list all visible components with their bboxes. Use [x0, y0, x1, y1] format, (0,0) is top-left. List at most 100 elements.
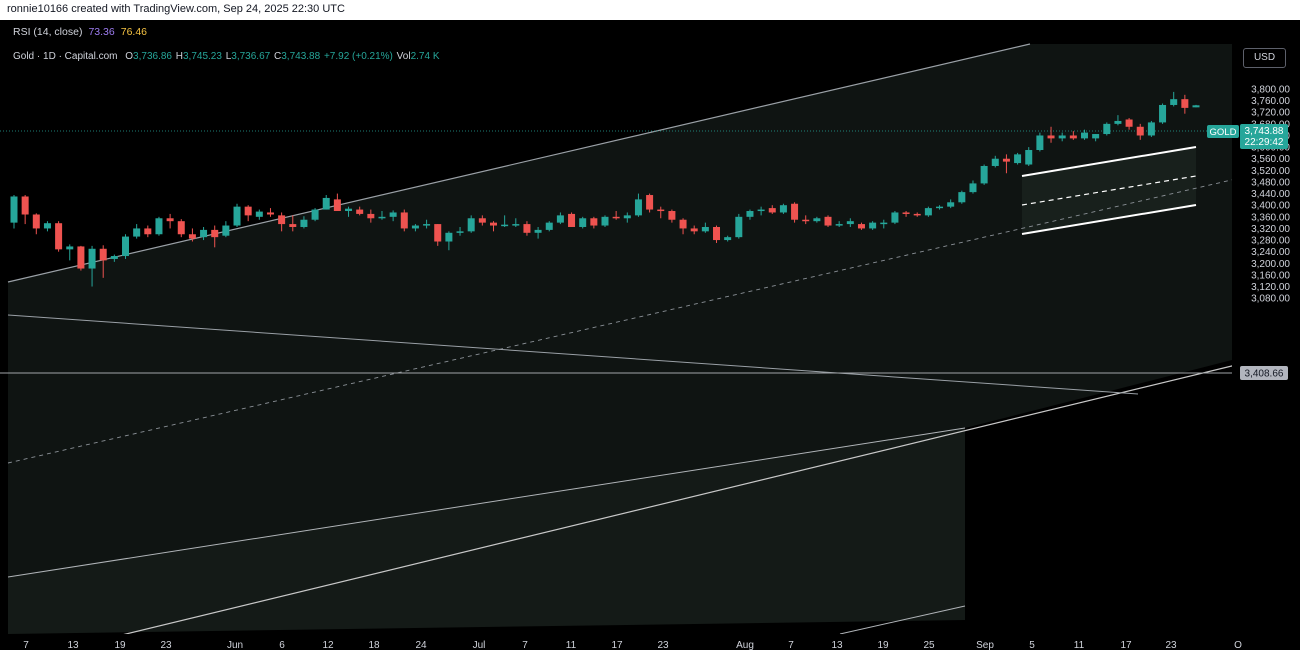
candle-body[interactable] [668, 211, 676, 220]
time-axis[interactable] [0, 634, 1300, 650]
candle-body[interactable] [679, 219, 687, 229]
candle-body[interactable] [289, 224, 297, 227]
candle-body[interactable] [913, 213, 921, 216]
candle-body[interactable] [389, 212, 397, 217]
candle-body[interactable] [701, 226, 709, 232]
candle-body[interactable] [1147, 122, 1155, 136]
candle-body[interactable] [278, 215, 286, 225]
flag-upper-line[interactable] [1021, 146, 1197, 177]
candle-body[interactable] [501, 224, 509, 227]
candle-body[interactable] [579, 218, 587, 227]
candle-body[interactable] [66, 246, 74, 250]
candle-body[interactable] [891, 212, 899, 223]
candle-body[interactable] [1025, 150, 1033, 165]
candle-body[interactable] [423, 224, 431, 226]
candle-body[interactable] [400, 212, 408, 229]
candle-body[interactable] [969, 183, 977, 193]
candle-body[interactable] [534, 229, 542, 233]
candle-body[interactable] [724, 237, 732, 241]
candle-body[interactable] [768, 208, 776, 213]
candle-body[interactable] [590, 218, 598, 226]
candle-body[interactable] [958, 192, 966, 203]
candle-body[interactable] [222, 225, 230, 236]
candle-body[interactable] [1047, 135, 1055, 139]
candle-body[interactable] [1092, 134, 1100, 139]
candle-body[interactable] [266, 212, 274, 215]
candle-body[interactable] [311, 209, 319, 220]
flag-midline[interactable] [1021, 175, 1197, 206]
candle-body[interactable] [512, 224, 520, 226]
candle-body[interactable] [936, 206, 944, 209]
candle-body[interactable] [713, 226, 721, 241]
candle-body[interactable] [188, 234, 196, 239]
candle-body[interactable] [133, 228, 141, 237]
candle-body[interactable] [322, 197, 330, 210]
candle-body[interactable] [155, 218, 163, 235]
candle-body[interactable] [802, 219, 810, 222]
candle-body[interactable] [32, 214, 40, 229]
candle-body[interactable] [824, 216, 832, 226]
candle-body[interactable] [367, 213, 375, 219]
candle-body[interactable] [177, 221, 185, 235]
candle-body[interactable] [846, 221, 854, 225]
candle-body[interactable] [255, 211, 263, 217]
candle-body[interactable] [857, 224, 865, 229]
candle-body[interactable] [612, 216, 620, 219]
candle-body[interactable] [523, 224, 531, 233]
candle-body[interactable] [345, 208, 353, 212]
candle-body[interactable] [55, 223, 63, 250]
candle-body[interactable] [10, 196, 18, 223]
currency-button[interactable]: USD [1243, 48, 1286, 68]
candle-body[interactable] [88, 248, 96, 269]
candle-body[interactable] [835, 224, 843, 226]
candle-body[interactable] [211, 229, 219, 238]
candle-body[interactable] [233, 206, 241, 226]
candle-body[interactable] [1036, 135, 1044, 151]
candle-body[interactable] [1103, 123, 1111, 135]
rsi-legend[interactable]: RSI (14, close) 73.36 76.46 [13, 26, 147, 38]
candle-body[interactable] [122, 236, 130, 257]
flag-lower-line[interactable] [1021, 204, 1197, 235]
candle-body[interactable] [434, 224, 442, 242]
candle-body[interactable] [166, 218, 174, 222]
candle-body[interactable] [991, 158, 999, 166]
candle-body[interactable] [1125, 119, 1133, 127]
candle-body[interactable] [634, 199, 642, 216]
candle-body[interactable] [1181, 99, 1189, 108]
candle-body[interactable] [1080, 132, 1088, 139]
candle-body[interactable] [568, 213, 576, 227]
candle-body[interactable] [869, 222, 877, 229]
candle-body[interactable] [1014, 154, 1022, 164]
candle-body[interactable] [657, 209, 665, 212]
candle-body[interactable] [200, 229, 208, 238]
candle-body[interactable] [489, 222, 497, 226]
candle-body[interactable] [980, 165, 988, 184]
candle-body[interactable] [445, 232, 453, 242]
candle-body[interactable] [110, 256, 118, 259]
descending-trendline[interactable] [7, 314, 1139, 395]
candle-body[interactable] [43, 223, 51, 229]
candle-body[interactable] [467, 218, 475, 232]
candle-body[interactable] [478, 218, 486, 223]
candle-body[interactable] [1002, 158, 1010, 162]
candle-body[interactable] [356, 209, 364, 214]
candle-body[interactable] [1069, 135, 1077, 139]
candle-body[interactable] [378, 216, 386, 219]
candle-body[interactable] [144, 228, 152, 235]
candle-body[interactable] [300, 219, 308, 227]
candle-body[interactable] [1114, 120, 1122, 124]
candle-body[interactable] [746, 211, 754, 217]
candle-body[interactable] [99, 248, 107, 261]
lower-channel-line[interactable] [59, 363, 1241, 650]
candle-body[interactable] [21, 196, 29, 215]
candle-body[interactable] [623, 215, 631, 219]
candle-body[interactable] [646, 195, 654, 210]
candle-body[interactable] [77, 246, 85, 269]
candle-body[interactable] [791, 203, 799, 220]
upper-channel-line[interactable] [7, 43, 1031, 283]
candle-body[interactable] [924, 208, 932, 216]
candle-body[interactable] [1136, 126, 1144, 136]
wedge-support-line[interactable] [7, 427, 966, 578]
candle-body[interactable] [779, 205, 787, 213]
candle-body[interactable] [1192, 105, 1200, 108]
